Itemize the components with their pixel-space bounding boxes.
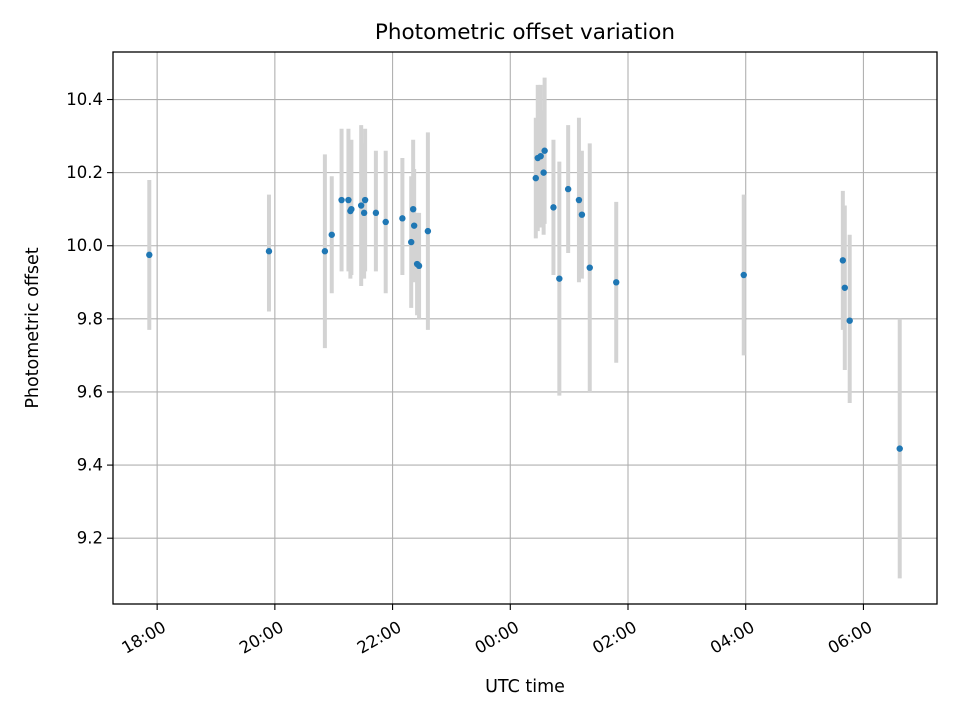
y-tick-label: 9.6 bbox=[77, 382, 103, 401]
data-point bbox=[424, 227, 432, 235]
data-point bbox=[586, 264, 593, 271]
data-point bbox=[357, 202, 365, 209]
data-point bbox=[410, 222, 418, 229]
data-point bbox=[321, 248, 329, 255]
data-point bbox=[578, 211, 586, 218]
data-point bbox=[345, 196, 352, 204]
chart-title: Photometric offset variation bbox=[375, 20, 675, 45]
y-tick-label: 10.0 bbox=[66, 236, 103, 255]
data-point bbox=[537, 152, 544, 160]
data-point bbox=[613, 279, 620, 286]
data-point bbox=[372, 209, 380, 217]
data-point bbox=[408, 238, 415, 246]
data-point bbox=[415, 262, 423, 270]
y-tick-label: 9.2 bbox=[77, 529, 103, 548]
y-tick-label: 9.8 bbox=[77, 309, 103, 328]
data-point bbox=[328, 231, 335, 238]
data-point bbox=[399, 215, 406, 222]
y-tick-label: 10.2 bbox=[66, 163, 103, 182]
y-axis-label: Photometric offset bbox=[23, 247, 43, 408]
data-point bbox=[361, 196, 369, 204]
data-point bbox=[550, 204, 557, 211]
plot-frame bbox=[112, 51, 938, 605]
y-axis-ticks: 9.2 9.4 9.6 9.8 10.0 10.2 10.4 bbox=[66, 90, 113, 548]
data-point bbox=[740, 271, 747, 279]
data-point bbox=[382, 218, 389, 226]
data-point bbox=[532, 174, 539, 182]
data-points bbox=[146, 147, 903, 452]
data-point bbox=[841, 284, 848, 291]
data-point bbox=[556, 275, 563, 282]
data-point bbox=[146, 251, 153, 259]
data-point bbox=[564, 185, 572, 193]
data-point bbox=[540, 169, 547, 176]
data-point bbox=[409, 205, 417, 213]
data-point bbox=[839, 257, 847, 264]
data-point bbox=[265, 248, 273, 255]
data-point bbox=[896, 445, 903, 452]
data-point bbox=[575, 196, 583, 204]
data-point bbox=[338, 196, 345, 204]
y-tick-label: 9.4 bbox=[77, 456, 103, 475]
x-axis-label: UTC time bbox=[485, 677, 565, 697]
y-tick-label: 10.4 bbox=[66, 90, 103, 109]
data-point bbox=[541, 147, 548, 154]
data-point bbox=[348, 205, 355, 213]
data-point bbox=[846, 317, 853, 324]
data-point bbox=[360, 209, 368, 217]
